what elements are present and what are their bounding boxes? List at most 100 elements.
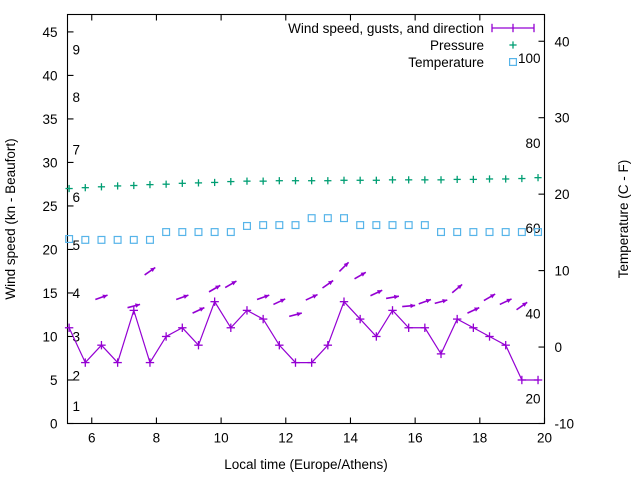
wind-speed-point bbox=[452, 314, 462, 324]
pressure-point bbox=[356, 176, 364, 184]
legend-entry[interactable]: Temperature bbox=[408, 55, 518, 70]
x-tick-labels: 6 8 10 12 14 16 18 20 bbox=[88, 431, 552, 446]
y-tick-label: 10 bbox=[42, 329, 57, 344]
temperature-point bbox=[323, 214, 332, 223]
wind-direction-arrow bbox=[354, 271, 367, 280]
wind-speed-point bbox=[113, 358, 122, 367]
series-temperature bbox=[65, 214, 543, 244]
series-wind-speed bbox=[64, 297, 543, 385]
temperature-point bbox=[259, 221, 268, 230]
beaufort-inner-labels: 1 2 3 4 5 6 7 8 9 bbox=[73, 42, 81, 414]
chart-legend: Wind speed, gusts, and direction Pressure… bbox=[288, 21, 535, 70]
wind-direction-arrow bbox=[338, 261, 350, 273]
temperature-point bbox=[162, 228, 171, 237]
y2-tick-label: 30 bbox=[555, 111, 570, 126]
wind-speed-point bbox=[226, 323, 236, 332]
wind-speed-point bbox=[469, 323, 478, 332]
legend-entry[interactable]: Wind speed, gusts, and direction bbox=[288, 21, 535, 36]
wind-speed-point bbox=[258, 314, 268, 324]
wind-speed-point bbox=[501, 340, 510, 350]
wind-direction-arrow bbox=[434, 299, 448, 305]
pressure-point bbox=[114, 182, 122, 190]
wind-speed-point bbox=[485, 332, 494, 341]
temperature-point bbox=[469, 228, 478, 237]
y-tick-label: 35 bbox=[42, 112, 57, 127]
x-tick-label: 12 bbox=[278, 431, 293, 446]
wind-direction-arrow bbox=[402, 303, 416, 309]
beaufort-label: 8 bbox=[73, 90, 81, 105]
pressure-point bbox=[162, 180, 170, 188]
temperature-point bbox=[420, 221, 429, 230]
pressure-point bbox=[81, 184, 89, 192]
wind-speed-point bbox=[355, 314, 365, 324]
wind-speed-line bbox=[68, 300, 539, 381]
wind-direction-arrow bbox=[483, 293, 496, 302]
legend-label: Temperature bbox=[408, 55, 484, 70]
wind-speed-point bbox=[323, 340, 333, 350]
temperature-point bbox=[388, 221, 397, 230]
beaufort-label: 5 bbox=[73, 238, 81, 253]
pressure-point bbox=[275, 177, 283, 185]
pressure-point bbox=[485, 175, 494, 183]
pressure-point bbox=[453, 175, 461, 184]
x-tick-label: 10 bbox=[214, 431, 229, 446]
wind-direction-arrow bbox=[192, 306, 205, 314]
wind-direction-arrow bbox=[499, 298, 512, 306]
temperature-point bbox=[145, 235, 154, 244]
wind-speed-point bbox=[307, 358, 316, 367]
pressure-point bbox=[130, 181, 138, 190]
pressure-point bbox=[324, 177, 332, 185]
wind-speed-point bbox=[533, 375, 543, 385]
wind-speed-point bbox=[81, 358, 90, 367]
wind-direction-arrow bbox=[516, 301, 528, 311]
pressure-point bbox=[291, 177, 300, 185]
wind-direction-arrow bbox=[418, 298, 432, 305]
y-tick-label: 15 bbox=[42, 286, 57, 301]
wind-direction-arrow bbox=[370, 289, 383, 297]
fahrenheit-label: 60 bbox=[525, 221, 540, 236]
wind-speed-point bbox=[275, 340, 284, 350]
temperature-point bbox=[194, 228, 203, 237]
wind-speed-point bbox=[372, 332, 381, 341]
x-tick-label: 6 bbox=[88, 431, 96, 446]
pressure-point bbox=[243, 177, 251, 185]
temperature-point bbox=[372, 221, 381, 230]
fahrenheit-label: 20 bbox=[525, 391, 540, 406]
wind-speed-point bbox=[388, 306, 397, 315]
y-tick-label: 5 bbox=[50, 373, 58, 388]
y-right-tick-labels: -10 0 10 20 30 40 bbox=[555, 34, 575, 431]
fahrenheit-label: 40 bbox=[525, 306, 540, 321]
wind-speed-point bbox=[242, 306, 252, 315]
y-tick-label: 20 bbox=[42, 242, 57, 257]
temperature-point bbox=[291, 221, 300, 230]
y-tick-label: 40 bbox=[42, 68, 57, 83]
temperature-point bbox=[178, 228, 187, 237]
wind-direction-arrow bbox=[175, 294, 189, 301]
wind-speed-point bbox=[161, 332, 171, 341]
pressure-point bbox=[65, 184, 73, 193]
pressure-point bbox=[534, 174, 542, 182]
temperature-point bbox=[517, 228, 526, 237]
x-tick-label: 18 bbox=[472, 431, 487, 446]
wind-speed-point bbox=[339, 297, 349, 306]
pressure-point bbox=[388, 176, 397, 184]
pressure-point bbox=[308, 177, 316, 185]
wind-direction-arrows bbox=[95, 261, 528, 318]
temperature-point bbox=[307, 214, 316, 223]
temperature-point bbox=[485, 228, 494, 237]
wind-direction-arrow bbox=[127, 303, 141, 309]
wind-speed-point bbox=[420, 323, 430, 332]
y-tick-label: 45 bbox=[42, 25, 57, 40]
y-left-tick-labels: 0 5 10 15 20 25 30 35 40 45 bbox=[42, 25, 57, 432]
wind-direction-arrow bbox=[467, 306, 480, 314]
legend-entry[interactable]: Pressure bbox=[430, 38, 517, 53]
y-tick-label: 0 bbox=[50, 417, 58, 432]
pressure-point bbox=[421, 176, 429, 184]
temperature-point bbox=[210, 228, 219, 237]
wind-direction-arrow bbox=[224, 280, 237, 289]
x-tick-label: 8 bbox=[153, 431, 161, 446]
beaufort-label: 9 bbox=[73, 42, 81, 57]
beaufort-label: 7 bbox=[73, 142, 81, 157]
